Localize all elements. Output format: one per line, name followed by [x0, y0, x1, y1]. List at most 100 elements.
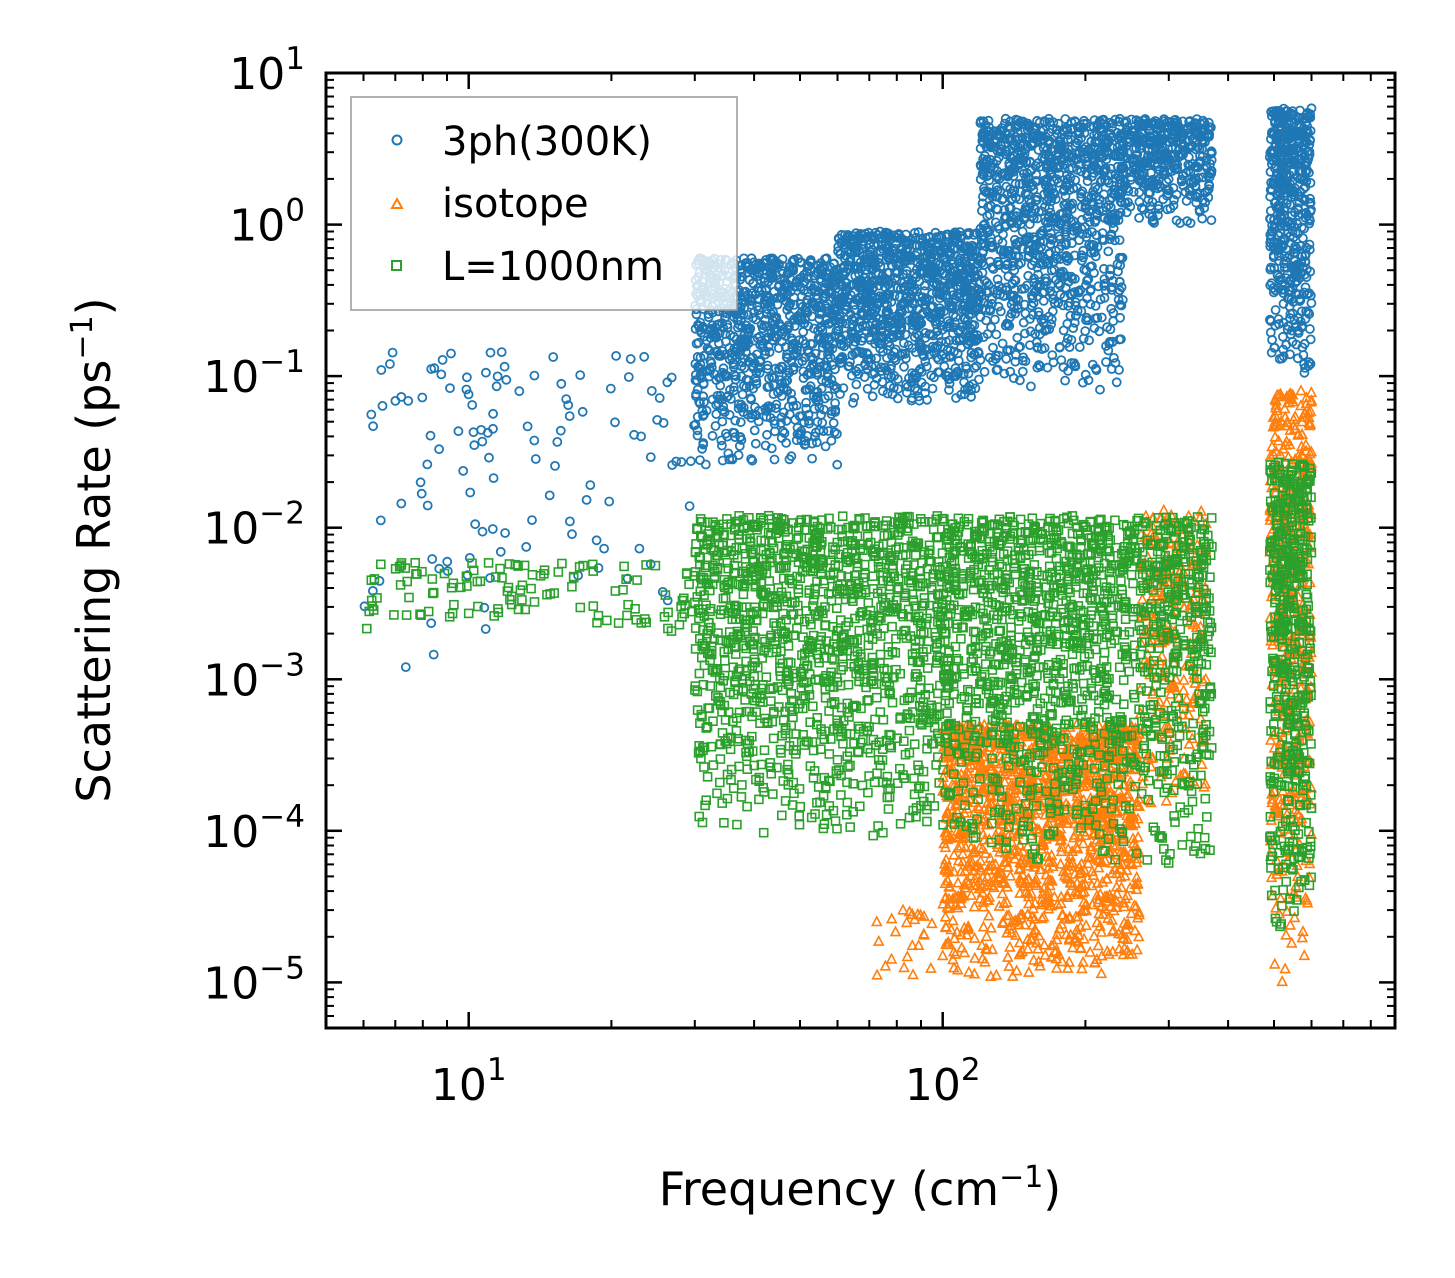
point-0-2-886: [864, 294, 875, 305]
point-0-1-345: [766, 443, 777, 454]
point-0-2-961: [920, 294, 930, 305]
point-0-2-748: [948, 309, 959, 320]
point-0-3-85: [1114, 235, 1125, 246]
point-0-2-830: [925, 329, 936, 340]
point-0-1-649: [812, 416, 823, 427]
point-0-0-66: [442, 556, 453, 567]
point-0-3-161: [1080, 369, 1091, 380]
point-0-2-985: [851, 255, 862, 266]
point-0-0-40: [548, 352, 559, 362]
point-0-3-153: [1015, 375, 1025, 386]
point-0-1-748: [812, 260, 823, 271]
point-0-1-763: [824, 308, 834, 318]
point-0-0-47: [477, 526, 488, 537]
point-0-2-827: [918, 308, 928, 319]
point-0-0-30: [501, 374, 512, 385]
point-0-0-104: [611, 350, 621, 361]
point-0-1-729: [773, 343, 784, 354]
point-0-1-679: [710, 332, 721, 342]
point-0-1-448: [832, 459, 843, 470]
point-0-2-881: [881, 308, 892, 319]
point-0-2-41: [833, 325, 844, 336]
point-0-1-779: [770, 363, 781, 374]
point-0-0-115: [368, 421, 379, 432]
point-0-2-909: [926, 237, 936, 248]
point-0-0-82: [377, 400, 388, 411]
point-0-3-38: [1012, 332, 1023, 343]
point-0-1-528: [725, 330, 736, 341]
point-0-1-888: [796, 257, 807, 268]
point-0-1-87: [826, 435, 837, 446]
point-0-2-776: [888, 332, 899, 343]
point-0-2-725: [880, 319, 891, 330]
point-0-1-518: [762, 360, 773, 371]
point-0-2-914: [834, 270, 844, 281]
point-0-2-569: [899, 338, 909, 349]
point-0-0-34: [657, 587, 668, 597]
point-0-0-75: [529, 370, 540, 381]
point-0-0-108: [453, 426, 464, 437]
point-0-2-858: [958, 243, 969, 254]
point-0-3-23: [1078, 245, 1089, 256]
point-0-2-996: [873, 297, 884, 308]
point-0-2-989: [930, 262, 940, 273]
point-0-2-258: [849, 392, 860, 403]
point-0-2-828: [931, 232, 942, 243]
point-0-0-41: [685, 456, 696, 467]
point-0-1-395: [744, 275, 755, 286]
point-0-1-814: [823, 426, 834, 436]
point-0-1-722: [736, 371, 747, 382]
point-0-2-839: [944, 318, 955, 329]
point-0-1-799: [753, 363, 763, 374]
point-0-1-820: [705, 356, 716, 367]
point-0-2-714: [871, 303, 882, 314]
point-0-1-516: [730, 415, 741, 426]
point-0-2-768: [955, 325, 965, 336]
point-0-2-250: [892, 393, 903, 404]
point-0-0-107: [479, 602, 490, 613]
point-0-1-745: [772, 299, 783, 310]
point-0-2-729: [839, 253, 850, 264]
point-0-1-871: [829, 427, 840, 438]
point-0-0-102: [480, 624, 491, 634]
point-0-1-417: [718, 401, 729, 412]
point-0-0-38: [375, 515, 386, 526]
point-0-2-508: [902, 237, 913, 248]
point-0-2-816: [929, 343, 940, 354]
point-0-1-894: [728, 427, 738, 438]
point-0-1-887: [740, 338, 751, 349]
point-0-2-677: [961, 363, 972, 374]
point-0-2-632: [936, 336, 947, 347]
point-0-2-752: [882, 352, 892, 363]
point-0-1-786: [754, 357, 765, 367]
point-0-1-58: [769, 454, 780, 465]
point-0-2-864: [879, 298, 890, 309]
point-0-1-816: [767, 255, 778, 266]
point-0-1-737: [695, 398, 705, 409]
point-0-0-69: [658, 417, 669, 428]
point-0-2-766: [954, 292, 965, 303]
point-0-1-743: [798, 373, 809, 384]
point-0-1-774: [746, 353, 756, 364]
point-0-0-74: [470, 519, 481, 530]
point-0-0-12: [676, 457, 687, 467]
point-0-0-18: [500, 528, 511, 538]
point-0-1-716: [818, 426, 829, 437]
point-0-2-800: [885, 341, 895, 352]
point-0-2-956: [945, 278, 955, 289]
point-0-2-923: [894, 292, 905, 303]
point-0-2-946: [909, 369, 920, 380]
point-0-1-844: [821, 277, 832, 288]
point-0-2-658: [929, 347, 940, 358]
point-0-1-444: [697, 443, 707, 454]
point-0-0-76: [467, 400, 478, 410]
point-0-1-663: [795, 299, 806, 309]
point-0-2-831: [833, 287, 843, 298]
point-0-1-204: [820, 441, 831, 452]
point-0-2-782: [952, 243, 963, 254]
point-0-1-691: [808, 354, 819, 365]
point-0-0-10: [522, 421, 533, 432]
point-0-1-613: [789, 321, 800, 332]
point-0-2-401: [933, 367, 943, 378]
